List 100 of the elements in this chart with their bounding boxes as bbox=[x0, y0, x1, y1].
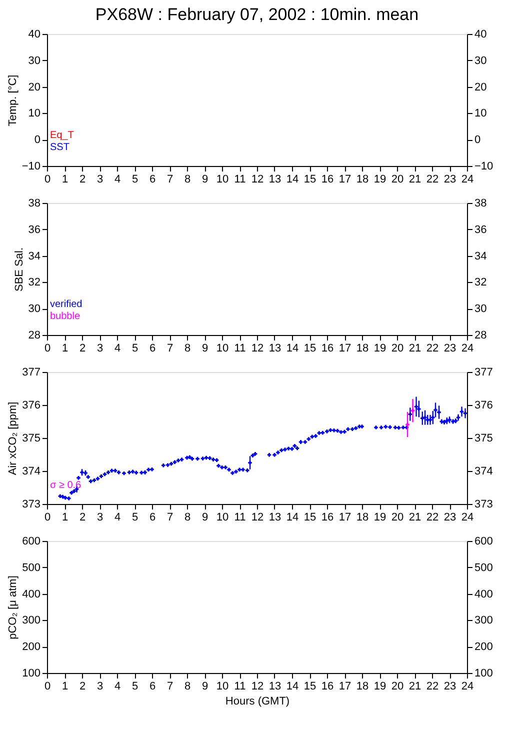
x-tick-label: 3 bbox=[96, 342, 104, 354]
y2-tick-label: 377 bbox=[474, 366, 493, 378]
x-tick-label: 1 bbox=[62, 342, 68, 354]
x-tick-label: 14 bbox=[286, 512, 299, 524]
y2-tick-label: 376 bbox=[474, 400, 493, 412]
y2-tick-label: 375 bbox=[474, 432, 493, 444]
y2-tick-label: 32 bbox=[474, 276, 487, 289]
x-tick-label: 7 bbox=[166, 680, 174, 692]
x-tick-label: 22 bbox=[426, 680, 439, 692]
x-tick-label: 11 bbox=[234, 680, 246, 692]
y-tick-label: 376 bbox=[22, 400, 40, 412]
x-tick-label: 13 bbox=[268, 512, 282, 524]
x-tick-label: 17 bbox=[338, 174, 352, 186]
y-tick-label: 377 bbox=[22, 366, 40, 378]
y-tick-label: 100 bbox=[22, 668, 40, 680]
y-tick-label: 200 bbox=[22, 641, 40, 654]
y-tick-label: 0 bbox=[34, 134, 40, 146]
x-tick-label: 22 bbox=[426, 342, 439, 354]
y-tick-label: 500 bbox=[22, 562, 40, 574]
x-tick-label: 18 bbox=[356, 680, 369, 692]
x-tick-label: 19 bbox=[374, 512, 386, 524]
x-tick-label: 19 bbox=[374, 342, 386, 354]
x-tick-label: 14 bbox=[286, 680, 299, 692]
y2-tick-label: 40 bbox=[474, 28, 487, 40]
y-tick-label: 30 bbox=[28, 54, 40, 67]
x-tick-label: 5 bbox=[132, 174, 138, 186]
x-tick-label: 13 bbox=[268, 342, 282, 354]
x-tick-label: 1 bbox=[62, 174, 68, 186]
x-tick-label: 16 bbox=[321, 680, 334, 692]
text: σ ≥ 0.6 bbox=[50, 480, 82, 491]
y-tick-label: 28 bbox=[28, 330, 40, 342]
x-tick-label: 3 bbox=[96, 680, 104, 692]
x-tick-label: 2 bbox=[79, 512, 86, 524]
y2-tick-label: 100 bbox=[474, 668, 493, 680]
x-tick-label: 0 bbox=[44, 342, 51, 354]
y-tick-label: 374 bbox=[22, 466, 40, 478]
y2-tick-label: 20 bbox=[474, 81, 487, 94]
y2-tick-label: 300 bbox=[474, 614, 493, 627]
x-tick-label: 23 bbox=[444, 174, 456, 186]
x-tick-label: 12 bbox=[251, 342, 264, 354]
x-tick-label: 14 bbox=[286, 342, 299, 354]
y-tick-label: −10 bbox=[22, 160, 40, 172]
y-tick-label: 375 bbox=[22, 432, 40, 444]
x-tick-label: 17 bbox=[338, 512, 352, 524]
x-tick-label: 2 bbox=[79, 680, 86, 692]
x-tick-label: 0 bbox=[44, 512, 51, 524]
x-tick-label: 14 bbox=[286, 174, 299, 186]
x-tick-label: 6 bbox=[149, 342, 156, 354]
x-tick-label: 21 bbox=[408, 512, 422, 524]
x-tick-label: 18 bbox=[356, 342, 369, 354]
x-tick-label: 10 bbox=[216, 174, 229, 186]
x-tick-label: 9 bbox=[202, 174, 208, 186]
x-tick-label: 9 bbox=[202, 680, 208, 692]
y-axis-title: Temp. [°C] bbox=[6, 74, 19, 126]
y-tick-label: 30 bbox=[28, 303, 40, 316]
legend-label: Eq_T bbox=[50, 130, 74, 141]
x-tick-label: 24 bbox=[461, 174, 474, 186]
y2-tick-label: 36 bbox=[474, 224, 487, 236]
x-tick-label: 18 bbox=[356, 174, 369, 186]
y-tick-label: 300 bbox=[22, 614, 40, 627]
x-tick-label: 20 bbox=[391, 174, 404, 186]
x-tick-label: 2 bbox=[79, 174, 86, 186]
x-tick-label: 3 bbox=[96, 512, 104, 524]
x-tick-label: 6 bbox=[149, 680, 156, 692]
x-tick-label: 5 bbox=[132, 512, 138, 524]
y2-tick-label: 374 bbox=[474, 466, 493, 478]
x-tick-label: 8 bbox=[184, 512, 191, 524]
y-axis-title: SBE Sal. bbox=[13, 247, 26, 292]
y-tick-label: 38 bbox=[28, 198, 40, 210]
x-tick-label: 4 bbox=[114, 174, 121, 186]
x-tick-label: 5 bbox=[132, 680, 138, 692]
y2-tick-label: 373 bbox=[474, 498, 493, 510]
x-tick-label: 19 bbox=[374, 680, 386, 692]
x-tick-label: 6 bbox=[149, 174, 156, 186]
y2-tick-label: 200 bbox=[474, 641, 493, 654]
x-tick-label: 0 bbox=[44, 174, 51, 186]
x-tick-label: 13 bbox=[268, 174, 282, 186]
y2-tick-label: 500 bbox=[474, 562, 493, 574]
x-tick-label: 18 bbox=[356, 512, 369, 524]
x-tick-label: 21 bbox=[408, 680, 422, 692]
x-tick-label: 20 bbox=[391, 512, 404, 524]
x-tick-label: 7 bbox=[166, 174, 174, 186]
x-tick-label: 15 bbox=[304, 174, 316, 186]
y-tick-label: 20 bbox=[28, 81, 40, 94]
x-tick-label: 11 bbox=[234, 174, 246, 186]
y2-tick-label: −10 bbox=[474, 160, 494, 172]
x-tick-label: 9 bbox=[202, 512, 208, 524]
x-tick-label: 16 bbox=[321, 342, 334, 354]
y2-tick-label: 38 bbox=[474, 198, 487, 210]
y-tick-label: 36 bbox=[28, 224, 40, 236]
x-tick-label: 10 bbox=[216, 342, 229, 354]
x-tick-label: 22 bbox=[426, 512, 439, 524]
x-tick-label: 19 bbox=[374, 174, 386, 186]
legend-label: bubble bbox=[50, 311, 80, 322]
x-tick-label: 12 bbox=[251, 512, 264, 524]
legend-label: verified bbox=[50, 299, 82, 310]
x-tick-label: 16 bbox=[321, 174, 334, 186]
x-tick-label: 4 bbox=[114, 680, 121, 692]
y2-tick-label: 34 bbox=[474, 250, 487, 262]
x-tick-label: 16 bbox=[321, 512, 334, 524]
